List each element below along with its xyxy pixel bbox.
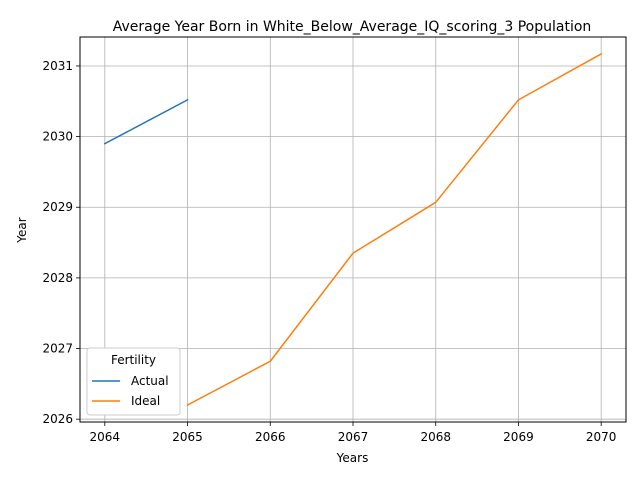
- x-tick-label: 2070: [586, 430, 617, 444]
- x-tick-label: 2069: [503, 430, 534, 444]
- y-tick-label: 2027: [42, 342, 73, 356]
- x-tick-label: 2064: [90, 430, 121, 444]
- x-tick-label: 2068: [420, 430, 451, 444]
- y-tick-label: 2026: [42, 412, 73, 426]
- series-lines: [103, 52, 603, 407]
- y-axis-title: Year: [15, 217, 29, 243]
- legend: Fertility Actual Ideal: [86, 347, 181, 416]
- legend-label-ideal: Ideal: [131, 394, 160, 408]
- x-tick-label: 2067: [338, 430, 369, 444]
- x-tick-label: 2065: [172, 430, 203, 444]
- x-axis-ticks: 2064 2065 2066 2067 2068 2069 2070: [90, 422, 617, 444]
- x-axis-title: Years: [336, 451, 369, 465]
- chart-title: Average Year Born in White_Below_Average…: [113, 19, 592, 35]
- series-line-ideal: [186, 52, 603, 407]
- y-tick-label: 2029: [42, 200, 73, 214]
- x-tick-label: 2066: [255, 430, 286, 444]
- y-axis-ticks: 2026 2027 2028 2029 2030 2031: [42, 59, 80, 426]
- y-tick-label: 2031: [42, 59, 73, 73]
- legend-box: [86, 347, 181, 416]
- series-line-actual: [103, 98, 189, 145]
- y-tick-label: 2030: [42, 130, 73, 144]
- legend-label-actual: Actual: [131, 374, 169, 388]
- legend-items: Actual Ideal: [92, 374, 169, 408]
- grid-lines: [80, 37, 626, 422]
- y-tick-label: 2028: [42, 271, 73, 285]
- legend-title: Fertility: [111, 353, 156, 367]
